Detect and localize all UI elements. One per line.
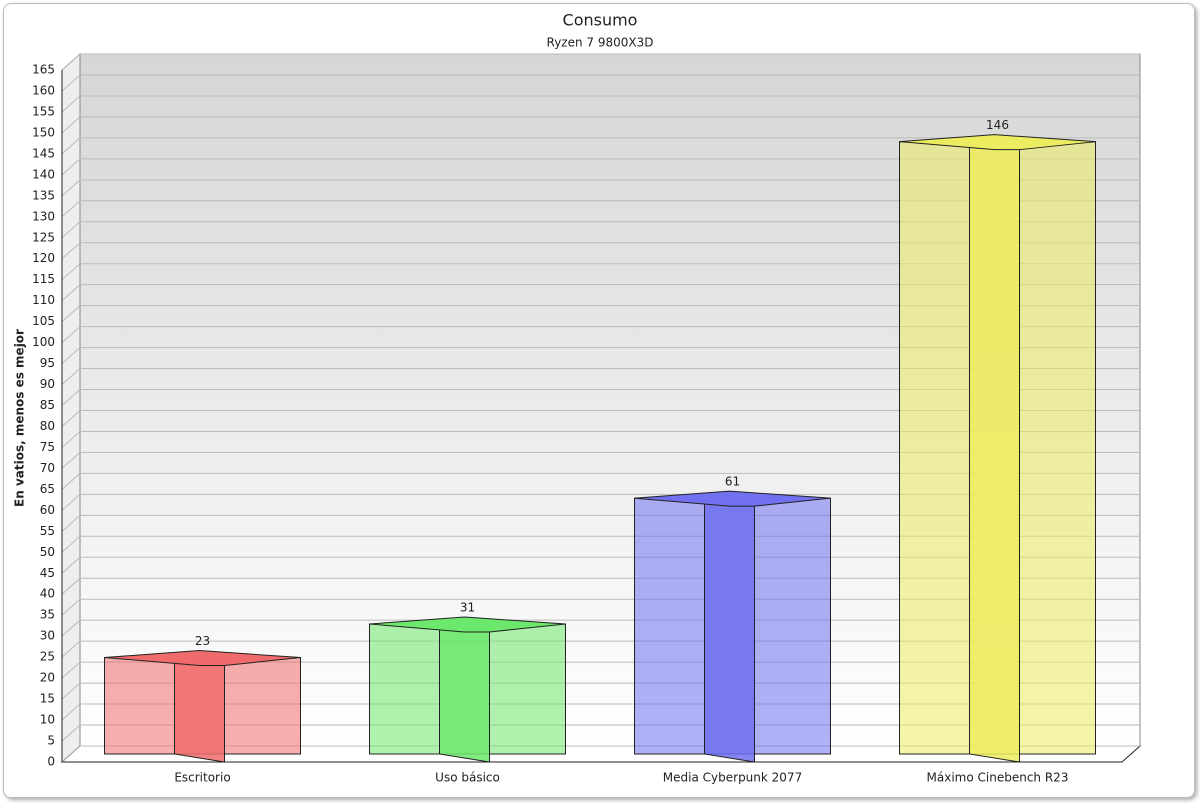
y-tick-label: 50	[40, 545, 55, 559]
grid-line-side	[61, 137, 81, 155]
grid-line-side	[61, 263, 81, 281]
grid-line-side	[61, 242, 81, 260]
y-tick-label: 75	[40, 440, 55, 454]
grid-line-side	[61, 368, 81, 385]
grid-line-side	[61, 347, 81, 364]
bar-center	[174, 656, 225, 763]
y-tick-label: 15	[40, 692, 55, 706]
y-tick-label: 155	[32, 104, 55, 118]
y-tick-label: 5	[47, 734, 55, 748]
chart-frame	[3, 3, 1195, 798]
y-tick-label: 160	[32, 83, 55, 97]
grid-line-side	[61, 158, 81, 176]
y-tick-label: 110	[32, 293, 55, 307]
y-tick-label: 35	[40, 608, 55, 622]
chart-title: Consumo	[563, 11, 638, 30]
grid-line-side	[61, 556, 81, 574]
y-tick-label: 10	[40, 713, 55, 727]
y-axis-label: En vatios, menos es mejor	[13, 329, 27, 507]
grid-line-side	[61, 431, 81, 448]
y-tick-label: 145	[32, 146, 55, 160]
grid-line-side	[61, 661, 81, 679]
grid-line-side	[61, 326, 81, 343]
grid-line-side	[61, 305, 81, 323]
y-tick-label: 115	[32, 272, 55, 286]
grid-line-side	[61, 745, 81, 763]
bar-center	[969, 141, 1020, 763]
grid-line-side	[61, 179, 81, 197]
grid-line-side	[61, 598, 81, 616]
y-tick-label: 85	[40, 398, 55, 412]
grid-line-side	[61, 493, 81, 511]
value-label: 146	[986, 118, 1009, 132]
bar-center	[439, 623, 490, 763]
y-tick-label: 0	[47, 755, 55, 769]
grid-line-side	[61, 473, 81, 490]
chart-subtitle: Ryzen 7 9800X3D	[547, 36, 654, 50]
grid-line-side	[61, 389, 81, 406]
y-tick-label: 55	[40, 524, 55, 538]
grid-line-side	[61, 682, 81, 700]
y-tick-label: 95	[40, 356, 55, 370]
grid-line-side	[61, 200, 81, 218]
grid-line-side	[61, 514, 81, 532]
x-tick-label: Máximo Cinebench R23	[927, 771, 1069, 785]
x-tick-label: Media Cyberpunk 2077	[663, 771, 802, 785]
x-tick-label: Escritorio	[174, 771, 230, 785]
grid-line-side	[61, 640, 81, 658]
grid-line-side	[61, 95, 81, 113]
y-tick-label: 150	[32, 125, 55, 139]
grid-line-side	[61, 577, 81, 595]
grid-line-side	[61, 53, 81, 71]
y-tick-label: 25	[40, 650, 55, 664]
side-wall	[61, 52, 81, 764]
grid-line-side	[61, 724, 81, 742]
value-label: 31	[460, 600, 475, 614]
grid-line-side	[61, 116, 81, 134]
bar-top	[634, 490, 831, 507]
grid-line-side	[61, 452, 81, 469]
bar-top	[104, 650, 301, 667]
y-tick-label: 140	[32, 167, 55, 181]
value-label: 23	[195, 634, 210, 648]
y-tick-label: 70	[40, 461, 55, 475]
y-tick-label: 90	[40, 377, 55, 391]
y-tick-label: 130	[32, 209, 55, 223]
y-tick-label: 65	[40, 482, 55, 496]
grid-line-side	[61, 619, 81, 637]
y-tick-label: 135	[32, 188, 55, 202]
y-tick-label: 20	[40, 671, 55, 685]
y-tick-label: 165	[32, 63, 55, 77]
y-tick-label: 125	[32, 230, 55, 244]
grid-line-side	[61, 284, 81, 302]
y-tick-label: 45	[40, 566, 55, 580]
value-label: 61	[725, 475, 740, 489]
x-tick-label: Uso básico	[435, 771, 500, 785]
grid-line-side	[61, 410, 81, 427]
y-tick-label: 30	[40, 629, 55, 643]
grid-line-side	[61, 535, 81, 553]
y-tick-label: 80	[40, 419, 55, 433]
y-tick-label: 105	[32, 314, 55, 328]
y-tick-label: 120	[32, 251, 55, 265]
y-tick-label: 60	[40, 503, 55, 517]
bar-top	[369, 616, 566, 633]
grid-line-side	[61, 703, 81, 721]
grid-line-side	[61, 221, 81, 239]
y-tick-label: 40	[40, 587, 55, 601]
bar-top	[899, 134, 1096, 151]
y-tick-label: 100	[32, 335, 55, 349]
grid-line-side	[61, 74, 81, 92]
bar-center	[704, 497, 755, 763]
